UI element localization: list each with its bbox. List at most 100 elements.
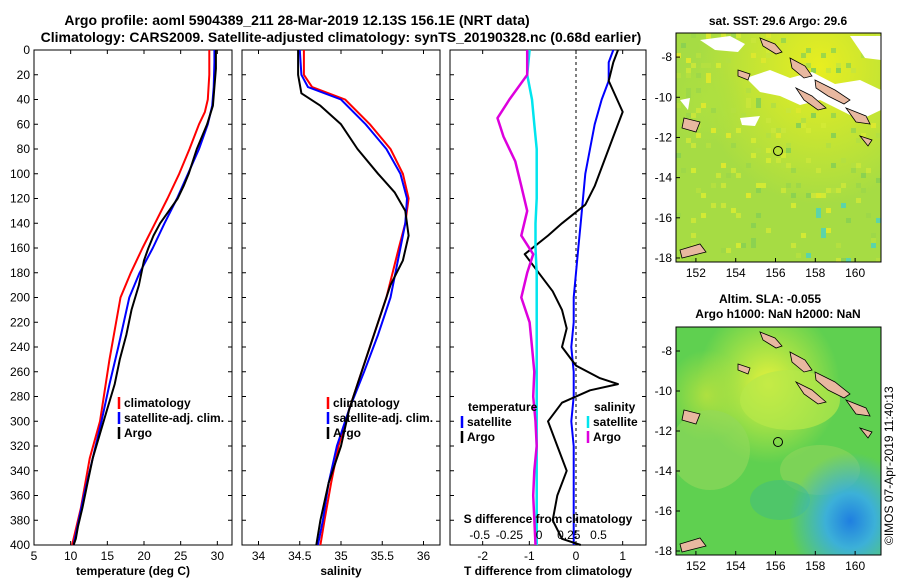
- sst-pixel: [686, 138, 691, 143]
- sst-pixel: [841, 258, 846, 262]
- y-tick-label: 220: [10, 315, 30, 329]
- x-axis-label: T difference from climatology: [464, 564, 632, 578]
- legend-label: Argo: [124, 426, 152, 440]
- sst-pixel: [686, 93, 691, 98]
- top-tick-label: 0.25: [557, 528, 581, 542]
- y-tick-label: 360: [10, 489, 30, 503]
- x-tick-label: 36: [417, 549, 431, 563]
- sst-pixel: [696, 108, 701, 113]
- map-y-tick-label: -10: [655, 384, 673, 398]
- series-climatology: [71, 50, 211, 546]
- sst-pixel: [731, 143, 736, 148]
- sst-pixel: [841, 158, 846, 163]
- sst-pixel: [801, 53, 806, 58]
- sst-pixel: [831, 113, 836, 118]
- map-y-tick-label: -16: [655, 211, 673, 225]
- sst-pixel: [796, 108, 801, 113]
- sst-pixel: [876, 218, 881, 223]
- sst-pixel: [806, 63, 811, 68]
- sst-pixel: [691, 233, 696, 238]
- x-tick-label: -2: [477, 549, 488, 563]
- sst-pixel: [861, 173, 866, 178]
- sst-map-title: sat. SST: 29.6 Argo: 29.6: [709, 14, 848, 28]
- sst-pixel: [856, 183, 861, 188]
- sla-map-title-1: Altim. SLA: -0.055: [719, 292, 821, 306]
- sst-pixel: [756, 183, 761, 188]
- map-x-tick-label: 158: [805, 559, 825, 573]
- sst-pixel: [846, 258, 851, 262]
- sst-pixel: [836, 243, 841, 248]
- sst-pixel: [676, 213, 681, 218]
- sst-pixel: [776, 128, 781, 133]
- x-tick-label: 34.5: [288, 549, 312, 563]
- sst-pixel: [791, 193, 796, 198]
- sst-pixel: [766, 228, 771, 233]
- y-tick-label: 200: [10, 291, 30, 305]
- sst-pixel: [851, 128, 856, 133]
- sst-pixel: [721, 33, 726, 38]
- sst-pixel: [781, 38, 786, 43]
- sst-pixel: [811, 68, 816, 73]
- x-tick-label: -1: [524, 549, 535, 563]
- series-s-satellite: [525, 49, 538, 545]
- sst-pixel: [866, 213, 871, 218]
- y-tick-label: 260: [10, 365, 30, 379]
- sla-map-title-2: Argo h1000: NaN h2000: NaN: [695, 307, 860, 321]
- map-x-tick-label: 152: [686, 266, 706, 280]
- sst-pixel: [736, 243, 741, 248]
- sst-pixel: [821, 123, 826, 128]
- sst-pixel: [796, 123, 801, 128]
- map-x-tick-label: 152: [686, 559, 706, 573]
- sst-pixel: [846, 218, 851, 223]
- sst-pixel: [721, 163, 726, 168]
- top-tick-label: 0.5: [590, 528, 607, 542]
- y-tick-label: 140: [10, 216, 30, 230]
- sst-pixel: [751, 238, 756, 243]
- sst-pixel: [751, 138, 756, 143]
- sst-pixel: [721, 203, 726, 208]
- title-line-1: Argo profile: aoml 5904389_211 28-Mar-20…: [64, 12, 529, 28]
- sst-pixel: [811, 113, 816, 118]
- series-argo: [72, 50, 217, 546]
- sla-map: [676, 327, 881, 555]
- y-tick-label: 300: [10, 414, 30, 428]
- legend-label: climatology: [333, 396, 400, 410]
- sst-pixel: [801, 123, 806, 128]
- sst-pixel: [851, 168, 856, 173]
- sst-pixel: [786, 143, 791, 148]
- x-tick-label: 20: [137, 549, 151, 563]
- sst-pixel: [856, 163, 861, 168]
- sst-pixel: [691, 258, 696, 262]
- map-x-tick-label: 156: [765, 559, 785, 573]
- sst-pixel: [841, 203, 846, 208]
- series-satellite-adj-clim-: [72, 50, 216, 546]
- sst-pixel: [801, 233, 806, 238]
- sst-pixel: [781, 128, 786, 133]
- sst-pixel: [766, 148, 771, 153]
- sst-pixel: [826, 208, 831, 213]
- sst-pixel: [701, 63, 706, 68]
- x-axis-label: temperature (deg C): [76, 564, 190, 578]
- series-s-argo: [496, 50, 538, 546]
- x-tick-label: 5: [31, 549, 38, 563]
- sst-pixel: [746, 163, 751, 168]
- x-tick-label: 0: [573, 549, 580, 563]
- sst-pixel: [776, 133, 781, 138]
- legend-label: satellite-adj. clim.: [333, 411, 433, 425]
- sst-pixel: [871, 233, 876, 238]
- y-tick-label: 180: [10, 266, 30, 280]
- plot-frame: [449, 49, 647, 546]
- sst-pixel: [756, 98, 761, 103]
- sst-pixel: [706, 73, 711, 78]
- y-tick-label: 320: [10, 439, 30, 453]
- legend-label: satellite: [467, 415, 512, 429]
- sst-pixel: [861, 188, 866, 193]
- sst-pixel: [841, 183, 846, 188]
- sst-pixel: [696, 133, 701, 138]
- x-tick-label: 35.5: [371, 549, 395, 563]
- sst-pixel: [836, 68, 841, 73]
- sst-pixel: [791, 168, 796, 173]
- sst-pixel: [856, 138, 861, 143]
- sst-pixel: [771, 103, 776, 108]
